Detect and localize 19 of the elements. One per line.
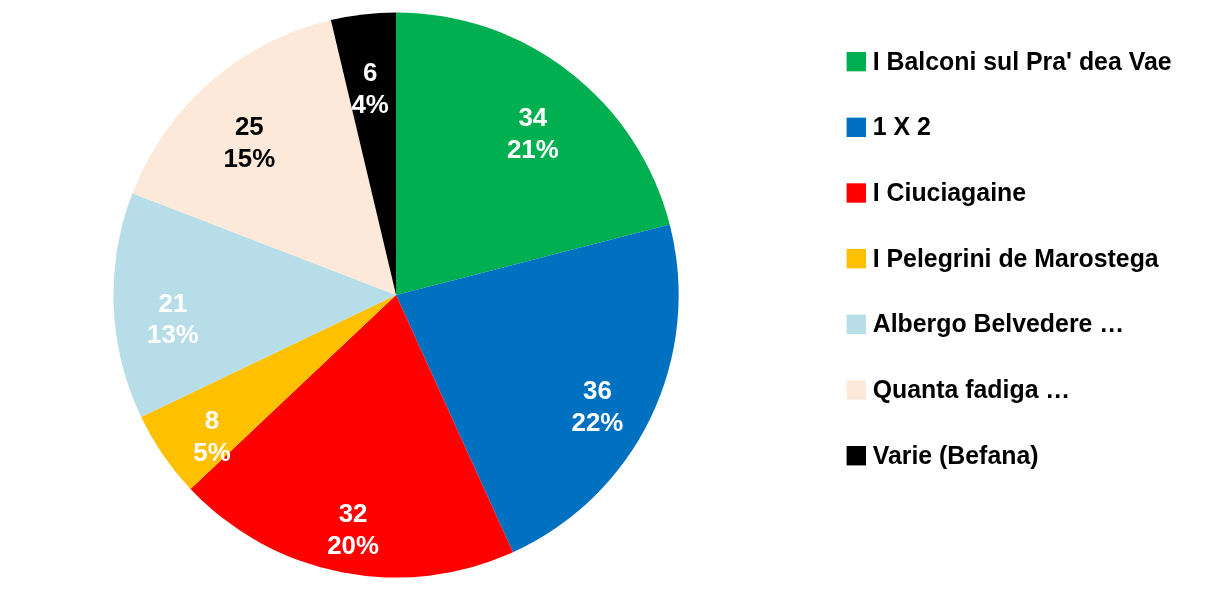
data-label: 8 5%: [193, 406, 231, 467]
pie-slice: [330, 12, 397, 295]
legend-label: I Balconi sul Pra' dea Vae: [872, 46, 1172, 75]
pie-slice: [396, 224, 679, 553]
data-label: 25 15%: [223, 111, 276, 172]
legend-label: Albergo Belvedere …: [872, 309, 1125, 338]
data-label: 34 21%: [506, 103, 559, 164]
legend-label: I Ciuciagaine: [872, 177, 1027, 206]
data-label: 21 13%: [147, 288, 199, 349]
legend-label: 1 X 2: [872, 112, 931, 141]
data-label: 32 20%: [327, 499, 379, 559]
pie-slice: [396, 12, 670, 295]
pie-slice: [132, 20, 397, 295]
legend-label: Varie (Befana): [872, 440, 1039, 469]
data-label: 6 4%: [351, 58, 389, 119]
legend-label: I Pelegrini de Marostega: [872, 243, 1159, 272]
pie-slice: [141, 295, 397, 489]
data-label: 36 22%: [571, 376, 624, 437]
legend-label: Quanta fadiga …: [872, 374, 1071, 403]
